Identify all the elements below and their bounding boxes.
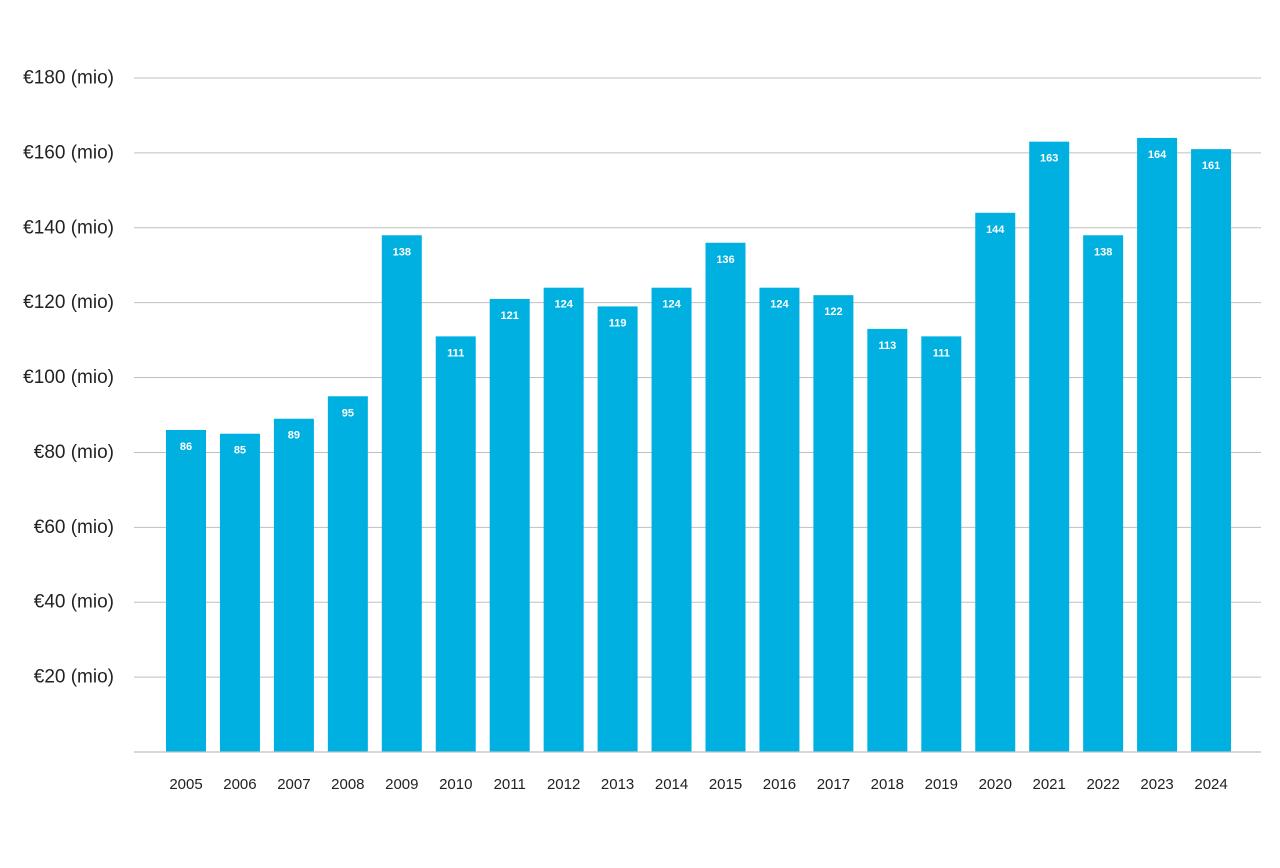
bar <box>543 287 584 752</box>
x-axis-ticks: 2005 2006 2007 2008 2009 2010 2011 2012 2013 2014… <box>169 776 1227 793</box>
bar <box>381 235 422 752</box>
bar <box>867 328 908 752</box>
bar-value-label: 161 <box>1202 160 1220 172</box>
bar-value-label: 111 <box>447 347 464 359</box>
bar <box>651 287 692 752</box>
bar <box>1083 235 1124 752</box>
bar <box>489 298 530 752</box>
y-tick-label: €100 (mio) <box>23 367 114 388</box>
bar-value-label: 121 <box>501 310 519 322</box>
gridlines <box>134 77 1261 678</box>
bar <box>705 242 746 752</box>
x-tick-label: 2006 <box>223 776 256 793</box>
x-tick-label: 2009 <box>385 776 418 793</box>
x-tick-label: 2005 <box>169 776 202 793</box>
y-tick-label: €80 (mio) <box>34 442 114 463</box>
bar-value-label: 136 <box>716 254 734 266</box>
bar <box>921 336 962 752</box>
bar-value-label: 89 <box>288 430 300 442</box>
x-tick-label: 2012 <box>547 776 580 793</box>
bar-value-label: 124 <box>770 299 789 311</box>
bar-value-label: 124 <box>662 299 681 311</box>
y-tick-label: €60 (mio) <box>34 517 114 538</box>
bar <box>813 295 854 752</box>
bar-value-label: 138 <box>393 246 411 258</box>
bar-value-label: 86 <box>180 441 192 453</box>
bar-value-label: 124 <box>554 299 573 311</box>
bar-value-label: 95 <box>342 407 354 419</box>
bar-value-label: 144 <box>986 224 1005 236</box>
bar-value-label: 122 <box>824 306 842 318</box>
x-tick-label: 2014 <box>655 776 688 793</box>
x-tick-label: 2020 <box>979 776 1012 793</box>
y-tick-label: €120 (mio) <box>23 292 114 313</box>
bar-value-label: 113 <box>878 340 896 352</box>
x-tick-label: 2007 <box>277 776 310 793</box>
x-tick-label: 2015 <box>709 776 742 793</box>
bar-value-label: 138 <box>1094 246 1112 258</box>
x-tick-label: 2021 <box>1033 776 1066 793</box>
bar <box>759 287 800 752</box>
bar <box>597 306 638 752</box>
x-tick-label: 2018 <box>871 776 904 793</box>
bar <box>166 429 206 752</box>
bar <box>327 396 368 752</box>
bar-value-label: 163 <box>1040 153 1058 165</box>
bar <box>1191 149 1232 753</box>
bar-value-label: 119 <box>609 317 627 329</box>
x-tick-label: 2016 <box>763 776 796 793</box>
bar <box>219 433 260 752</box>
y-tick-label: €140 (mio) <box>23 217 114 238</box>
x-tick-label: 2010 <box>439 776 472 793</box>
y-tick-label: €40 (mio) <box>34 592 114 613</box>
x-tick-label: 2023 <box>1140 776 1173 793</box>
x-tick-label: 2017 <box>817 776 850 793</box>
bar <box>435 336 476 752</box>
x-tick-label: 2013 <box>601 776 634 793</box>
x-tick-label: 2019 <box>925 776 958 793</box>
bar-value-labels: 86 85 89 95 138 111 121 124 119 124 136 124 122 113 11… <box>180 149 1220 457</box>
bar-value-label: 111 <box>933 347 950 359</box>
bars <box>166 137 1232 753</box>
x-tick-label: 2022 <box>1086 776 1119 793</box>
bar <box>273 418 314 752</box>
bar-value-label: 164 <box>1148 149 1167 161</box>
y-axis-ticks: €20 (mio) €40 (mio) €60 (mio) €80 (mio) €100… <box>23 68 114 688</box>
x-tick-label: 2024 <box>1194 776 1227 793</box>
x-tick-label: 2011 <box>494 776 526 793</box>
y-tick-label: €180 (mio) <box>23 68 114 89</box>
bar <box>1137 137 1178 752</box>
y-tick-label: €20 (mio) <box>34 667 114 688</box>
bar <box>975 212 1016 753</box>
bar <box>1029 141 1070 753</box>
x-tick-label: 2008 <box>331 776 364 793</box>
bar-value-label: 85 <box>234 445 246 457</box>
y-tick-label: €160 (mio) <box>23 142 114 163</box>
